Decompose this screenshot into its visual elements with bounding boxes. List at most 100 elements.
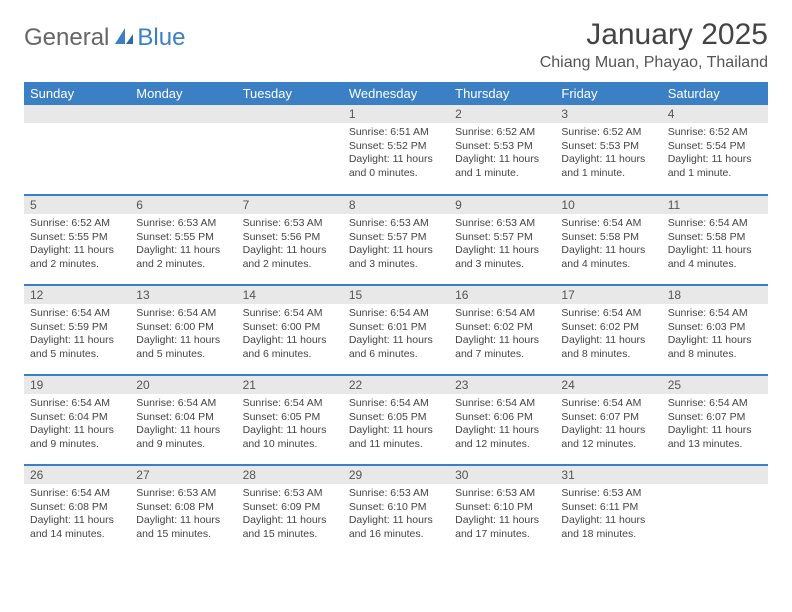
day-number: 30 — [449, 466, 555, 484]
day-number: 5 — [24, 196, 130, 214]
calendar-day: 11Sunrise: 6:54 AMSunset: 5:58 PMDayligh… — [662, 195, 768, 285]
day-number: 19 — [24, 376, 130, 394]
calendar-day: 26Sunrise: 6:54 AMSunset: 6:08 PMDayligh… — [24, 465, 130, 555]
calendar-day: 9Sunrise: 6:53 AMSunset: 5:57 PMDaylight… — [449, 195, 555, 285]
logo-sail-icon — [113, 26, 135, 46]
day-info: Sunrise: 6:54 AMSunset: 5:59 PMDaylight:… — [24, 304, 130, 366]
calendar-week: 19Sunrise: 6:54 AMSunset: 6:04 PMDayligh… — [24, 375, 768, 465]
calendar-day: 29Sunrise: 6:53 AMSunset: 6:10 PMDayligh… — [343, 465, 449, 555]
calendar-day: 21Sunrise: 6:54 AMSunset: 6:05 PMDayligh… — [237, 375, 343, 465]
calendar-day: 18Sunrise: 6:54 AMSunset: 6:03 PMDayligh… — [662, 285, 768, 375]
day-number: 1 — [343, 105, 449, 123]
day-number: 15 — [343, 286, 449, 304]
day-info: Sunrise: 6:54 AMSunset: 6:05 PMDaylight:… — [343, 394, 449, 456]
calendar-day: 4Sunrise: 6:52 AMSunset: 5:54 PMDaylight… — [662, 105, 768, 195]
day-number: 14 — [237, 286, 343, 304]
weekday-header: Sunday — [24, 82, 130, 105]
day-info: Sunrise: 6:51 AMSunset: 5:52 PMDaylight:… — [343, 123, 449, 185]
day-info: Sunrise: 6:53 AMSunset: 6:09 PMDaylight:… — [237, 484, 343, 546]
calendar-day: 10Sunrise: 6:54 AMSunset: 5:58 PMDayligh… — [555, 195, 661, 285]
day-number: 20 — [130, 376, 236, 394]
calendar-day — [662, 465, 768, 555]
calendar-day: 23Sunrise: 6:54 AMSunset: 6:06 PMDayligh… — [449, 375, 555, 465]
day-number: 31 — [555, 466, 661, 484]
calendar-day: 17Sunrise: 6:54 AMSunset: 6:02 PMDayligh… — [555, 285, 661, 375]
day-number: 25 — [662, 376, 768, 394]
calendar-day — [130, 105, 236, 195]
weekday-row: Sunday Monday Tuesday Wednesday Thursday… — [24, 82, 768, 105]
day-info: Sunrise: 6:52 AMSunset: 5:53 PMDaylight:… — [449, 123, 555, 185]
location: Chiang Muan, Phayao, Thailand — [540, 54, 768, 72]
logo-text-2: Blue — [137, 24, 185, 52]
day-info: Sunrise: 6:54 AMSunset: 6:00 PMDaylight:… — [130, 304, 236, 366]
calendar-day: 25Sunrise: 6:54 AMSunset: 6:07 PMDayligh… — [662, 375, 768, 465]
day-number: 2 — [449, 105, 555, 123]
weekday-header: Friday — [555, 82, 661, 105]
weekday-header: Wednesday — [343, 82, 449, 105]
calendar-day: 7Sunrise: 6:53 AMSunset: 5:56 PMDaylight… — [237, 195, 343, 285]
day-number: 7 — [237, 196, 343, 214]
calendar-day: 22Sunrise: 6:54 AMSunset: 6:05 PMDayligh… — [343, 375, 449, 465]
day-info: Sunrise: 6:54 AMSunset: 6:04 PMDaylight:… — [24, 394, 130, 456]
calendar-day: 8Sunrise: 6:53 AMSunset: 5:57 PMDaylight… — [343, 195, 449, 285]
day-number: 10 — [555, 196, 661, 214]
day-number: 17 — [555, 286, 661, 304]
day-number: 4 — [662, 105, 768, 123]
calendar-week: 1Sunrise: 6:51 AMSunset: 5:52 PMDaylight… — [24, 105, 768, 195]
weekday-header: Saturday — [662, 82, 768, 105]
day-info: Sunrise: 6:54 AMSunset: 6:02 PMDaylight:… — [555, 304, 661, 366]
calendar-day: 28Sunrise: 6:53 AMSunset: 6:09 PMDayligh… — [237, 465, 343, 555]
day-number: 22 — [343, 376, 449, 394]
day-number: 6 — [130, 196, 236, 214]
day-info: Sunrise: 6:54 AMSunset: 6:01 PMDaylight:… — [343, 304, 449, 366]
day-info: Sunrise: 6:54 AMSunset: 6:07 PMDaylight:… — [662, 394, 768, 456]
day-info: Sunrise: 6:54 AMSunset: 6:08 PMDaylight:… — [24, 484, 130, 546]
day-info: Sunrise: 6:54 AMSunset: 6:00 PMDaylight:… — [237, 304, 343, 366]
day-info: Sunrise: 6:53 AMSunset: 5:57 PMDaylight:… — [343, 214, 449, 276]
day-number: 16 — [449, 286, 555, 304]
day-number — [24, 105, 130, 123]
day-number: 11 — [662, 196, 768, 214]
day-info: Sunrise: 6:53 AMSunset: 6:08 PMDaylight:… — [130, 484, 236, 546]
calendar-day: 3Sunrise: 6:52 AMSunset: 5:53 PMDaylight… — [555, 105, 661, 195]
day-number: 29 — [343, 466, 449, 484]
day-info: Sunrise: 6:53 AMSunset: 5:57 PMDaylight:… — [449, 214, 555, 276]
calendar-day — [237, 105, 343, 195]
day-number: 18 — [662, 286, 768, 304]
calendar-day: 19Sunrise: 6:54 AMSunset: 6:04 PMDayligh… — [24, 375, 130, 465]
calendar-week: 26Sunrise: 6:54 AMSunset: 6:08 PMDayligh… — [24, 465, 768, 555]
calendar-week: 5Sunrise: 6:52 AMSunset: 5:55 PMDaylight… — [24, 195, 768, 285]
calendar-day: 24Sunrise: 6:54 AMSunset: 6:07 PMDayligh… — [555, 375, 661, 465]
day-number: 26 — [24, 466, 130, 484]
day-number: 12 — [24, 286, 130, 304]
calendar-day: 27Sunrise: 6:53 AMSunset: 6:08 PMDayligh… — [130, 465, 236, 555]
calendar-day: 14Sunrise: 6:54 AMSunset: 6:00 PMDayligh… — [237, 285, 343, 375]
day-info: Sunrise: 6:53 AMSunset: 6:10 PMDaylight:… — [449, 484, 555, 546]
calendar-day — [24, 105, 130, 195]
day-info: Sunrise: 6:53 AMSunset: 6:11 PMDaylight:… — [555, 484, 661, 546]
weekday-header: Thursday — [449, 82, 555, 105]
day-info: Sunrise: 6:54 AMSunset: 6:02 PMDaylight:… — [449, 304, 555, 366]
day-info: Sunrise: 6:54 AMSunset: 5:58 PMDaylight:… — [555, 214, 661, 276]
weekday-header: Tuesday — [237, 82, 343, 105]
day-number: 28 — [237, 466, 343, 484]
calendar-day: 1Sunrise: 6:51 AMSunset: 5:52 PMDaylight… — [343, 105, 449, 195]
header: General Blue January 2025 Chiang Muan, P… — [24, 18, 768, 72]
calendar-day: 30Sunrise: 6:53 AMSunset: 6:10 PMDayligh… — [449, 465, 555, 555]
calendar-day: 5Sunrise: 6:52 AMSunset: 5:55 PMDaylight… — [24, 195, 130, 285]
day-info: Sunrise: 6:52 AMSunset: 5:54 PMDaylight:… — [662, 123, 768, 185]
day-info: Sunrise: 6:54 AMSunset: 5:58 PMDaylight:… — [662, 214, 768, 276]
page-title: January 2025 — [540, 18, 768, 52]
title-block: January 2025 Chiang Muan, Phayao, Thaila… — [540, 18, 768, 72]
day-info: Sunrise: 6:54 AMSunset: 6:07 PMDaylight:… — [555, 394, 661, 456]
day-number — [662, 466, 768, 484]
logo-text-1: General — [24, 24, 109, 52]
day-info: Sunrise: 6:52 AMSunset: 5:55 PMDaylight:… — [24, 214, 130, 276]
day-info: Sunrise: 6:54 AMSunset: 6:05 PMDaylight:… — [237, 394, 343, 456]
calendar-day: 20Sunrise: 6:54 AMSunset: 6:04 PMDayligh… — [130, 375, 236, 465]
calendar-day: 12Sunrise: 6:54 AMSunset: 5:59 PMDayligh… — [24, 285, 130, 375]
day-number — [237, 105, 343, 123]
day-number: 24 — [555, 376, 661, 394]
logo: General Blue — [24, 24, 185, 52]
day-info: Sunrise: 6:53 AMSunset: 5:56 PMDaylight:… — [237, 214, 343, 276]
